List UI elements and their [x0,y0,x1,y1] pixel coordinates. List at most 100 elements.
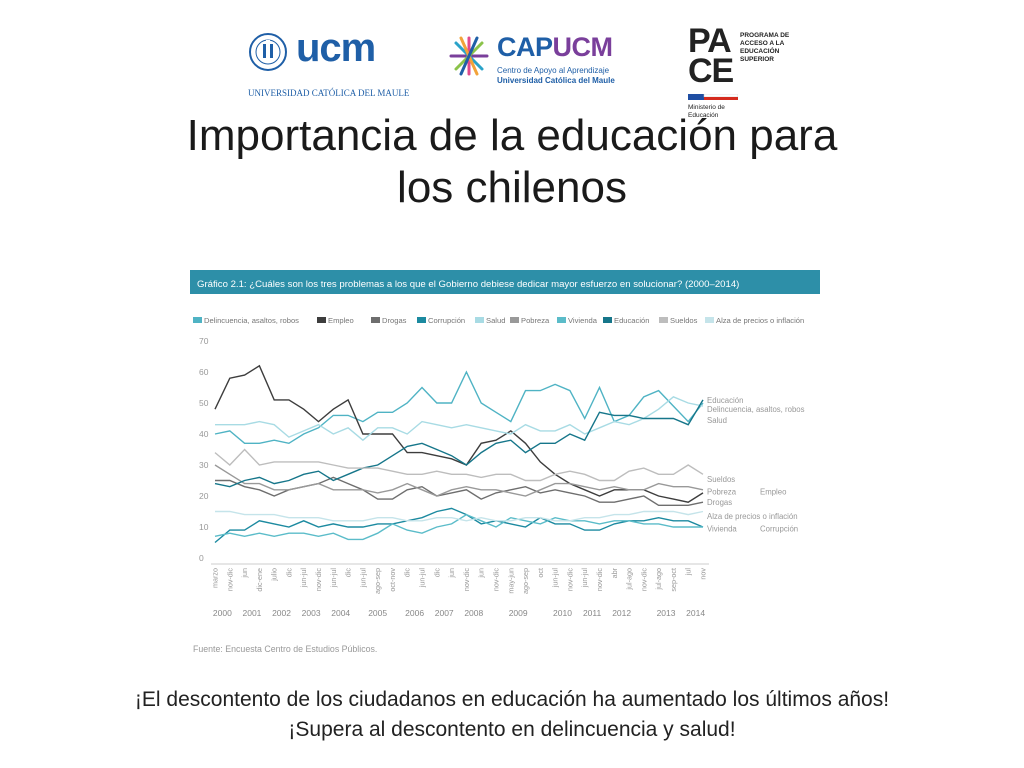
x-tick-label-16: jun [447,568,456,579]
y-tick-label-5: 50 [199,398,209,408]
series-line-0 [214,370,704,445]
legend-label-4: Salud [486,316,505,325]
y-tick-label-0: 0 [199,553,204,563]
series-line-9 [215,510,704,522]
x-tick-label-12: oct-nov [388,568,397,592]
right-label-1: Delincuencia, asaltos, robos [707,405,805,414]
legend-label-3: Corrupción [428,316,465,325]
x-tick-label-21: ago-sep [521,568,530,594]
legend-swatch-5 [510,317,519,323]
slide-title-line2: los chilenos [397,163,627,212]
series-line-7 [214,399,704,488]
x-tick-label-29: nov-dic [639,568,648,592]
x-tick-label-9: dic [344,568,353,578]
x-tick-label-24: nov-dic [565,568,574,592]
series-line-1 [214,364,704,503]
pace-ministry-text: Ministerio de Educación [688,104,725,119]
year-label-5: 2005 [368,608,387,618]
x-tick-label-3: dic-ene [255,568,264,592]
series-line-5 [214,464,704,497]
pace-logo: PA CE PROGRAMA DE ACCESO A LA EDUCACIÓN S… [686,22,796,136]
legend-label-1: Empleo [328,316,354,325]
series-line-3 [214,507,704,544]
year-label-13: 2013 [657,608,676,618]
year-label-1: 2001 [243,608,262,618]
year-label-9: 2009 [509,608,528,618]
caption-line2: ¡Supera al descontento en delincuencia y… [288,718,736,741]
y-tick-label-1: 10 [199,522,209,532]
legend-swatch-3 [417,317,426,323]
x-tick-label-0: marzo [211,568,220,588]
x-tick-label-14: jun-jul [418,568,427,589]
capucm-line2: Universidad Católica del Maule [497,76,615,85]
x-tick-label-32: jul [684,568,693,577]
series-line-2 [215,476,704,507]
legend-label-8: Sueldos [670,316,698,325]
chart-title-bar [190,270,820,294]
x-tick-label-28: jul-ago [625,568,634,591]
year-label-4: 2004 [331,608,350,618]
year-label-3: 2003 [302,608,321,618]
legend-label-0: Delincuencia, asaltos, robos [204,316,299,325]
x-tick-label-27: abr [610,567,619,578]
series-line-8 [214,448,704,482]
capucm-logo: CAPUCM Centro de Apoyo al Aprendizaje Un… [445,30,645,100]
x-tick-label-33: nov [699,568,708,580]
ucm-logo: ucm UNIVERSIDAD CATÓLICA DEL MAULE [248,24,410,104]
capucm-wordmark: CAPUCM [497,32,613,62]
year-label-12: 2012 [612,608,631,618]
x-tick-label-30: jul-ago [654,568,663,591]
year-label-8: 2008 [464,608,483,618]
legend-swatch-8 [659,317,668,323]
x-tick-label-6: jun-jul [299,568,308,589]
legend-label-7: Educación [614,316,649,325]
y-tick-label-4: 40 [199,429,209,439]
x-tick-label-7: nov-dic [314,568,323,592]
x-tick-label-11: ago-sep [373,568,382,594]
chart-source: Fuente: Encuesta Centro de Estudios Públ… [193,644,377,654]
x-tick-label-31: sep-oct [669,568,678,592]
x-tick-label-23: jun-jul [551,568,560,589]
right-label-6: Drogas [707,498,732,507]
legend-swatch-6 [557,317,566,323]
line-chart: Gráfico 2.1: ¿Cuáles son los tres proble… [190,270,820,654]
x-tick-label-22: oct [536,568,545,578]
x-tick-label-1: nov-dic [225,568,234,592]
series-line-4 [215,395,704,442]
y-tick-label-7: 70 [199,336,209,346]
right-label-3: Sueldos [707,475,735,484]
slide-title: Importancia de la educación para los chi… [0,110,1024,214]
slide-title-line1: Importancia de la educación para [186,111,838,160]
x-tick-label-10: jun-jul [358,568,367,589]
year-label-10: 2010 [553,608,572,618]
x-tick-label-26: nov-dic [595,568,604,592]
legend-swatch-0 [193,317,202,323]
ucm-crest-icon [249,33,287,71]
logo-strip: ucm UNIVERSIDAD CATÓLICA DEL MAULE CAPUC… [0,20,1024,120]
ucm-subtitle: UNIVERSIDAD CATÓLICA DEL MAULE [248,88,410,98]
right-label-4: Pobreza [707,487,737,496]
pace-letters: PA CE [688,22,734,90]
year-label-2: 2002 [272,608,291,618]
right-label-2: Salud [707,416,727,425]
year-label-14: 2014 [686,608,705,618]
legend-swatch-2 [371,317,380,323]
x-tick-label-8: jun-jul [329,568,338,589]
legend-label-6: Vivienda [568,316,598,325]
x-tick-label-19: nov-dic [492,568,501,592]
x-tick-label-25: jun-jul [580,568,589,589]
y-tick-label-6: 60 [199,367,209,377]
slide-caption: ¡El descontento de los ciudadanos en edu… [0,685,1024,745]
chile-flag-stripe-icon [688,94,738,100]
x-tick-label-5: dic [284,568,293,578]
capucm-line1: Centro de Apoyo al Aprendizaje [497,66,610,75]
y-tick-label-3: 30 [199,460,209,470]
y-tick-label-2: 20 [199,491,209,501]
right-label-5: Empleo [760,487,787,496]
x-tick-label-13: dic [403,568,412,578]
ucm-wordmark: ucm [296,26,376,70]
legend-swatch-7 [603,317,612,323]
right-label-7: Alza de precios o inflación [707,512,798,521]
year-label-0: 2000 [213,608,232,618]
capucm-emblem-icon [449,36,489,76]
